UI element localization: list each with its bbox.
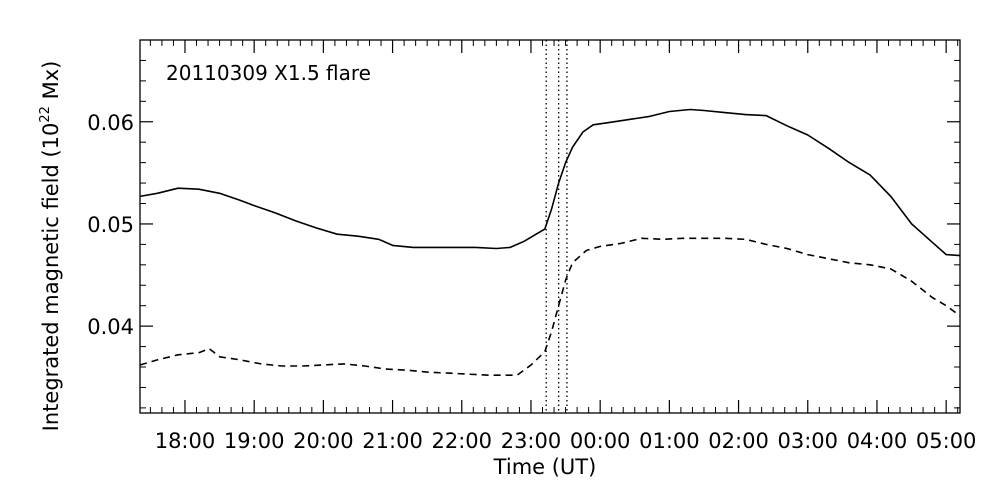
x-tick-label: 00:00 (570, 429, 631, 453)
plot-frame (139, 39, 961, 414)
x-tick-label: 04:00 (847, 429, 908, 453)
y-tick-labels: 0.04 0.05 0.06 (87, 111, 134, 339)
x-tick-label: 03:00 (777, 429, 838, 453)
y-axis-label: Integrated magnetic field (1022 Mx) (38, 61, 63, 432)
x-tick-label: 23:00 (501, 429, 562, 453)
flare-annotation: 20110309 X1.5 flare (166, 61, 371, 85)
series-group (139, 108, 961, 377)
flare-marker-lines (545, 40, 568, 413)
x-tick-label: 22:00 (432, 429, 493, 453)
y-tick-label: 0.05 (87, 213, 134, 237)
x-tick-label: 20:00 (293, 429, 354, 453)
x-axis-label: Time (UT) (493, 455, 597, 479)
x-tick-label: 05:00 (916, 429, 977, 453)
x-tick-labels: 18:00 19:00 20:00 21:00 22:00 23:00 00:00 01:00… (155, 429, 977, 453)
major-ticks (140, 40, 960, 413)
minor-ticks (140, 39, 960, 413)
y-axis-label-unit: Mx) (39, 61, 63, 106)
x-tick-label: 19:00 (224, 429, 285, 453)
x-tick-label: 21:00 (362, 429, 423, 453)
x-tick-label: 02:00 (708, 429, 769, 453)
y-axis-label-main: Integrated magnetic field (10 (39, 123, 63, 432)
y-tick-label: 0.04 (87, 315, 134, 339)
y-tick-label: 0.06 (87, 111, 134, 135)
x-tick-label: 18:00 (155, 429, 216, 453)
series-line-solid (139, 108, 961, 257)
y-axis-label-exponent: 22 (38, 106, 53, 123)
x-tick-label: 01:00 (639, 429, 700, 453)
series-line-dashed (139, 237, 961, 377)
